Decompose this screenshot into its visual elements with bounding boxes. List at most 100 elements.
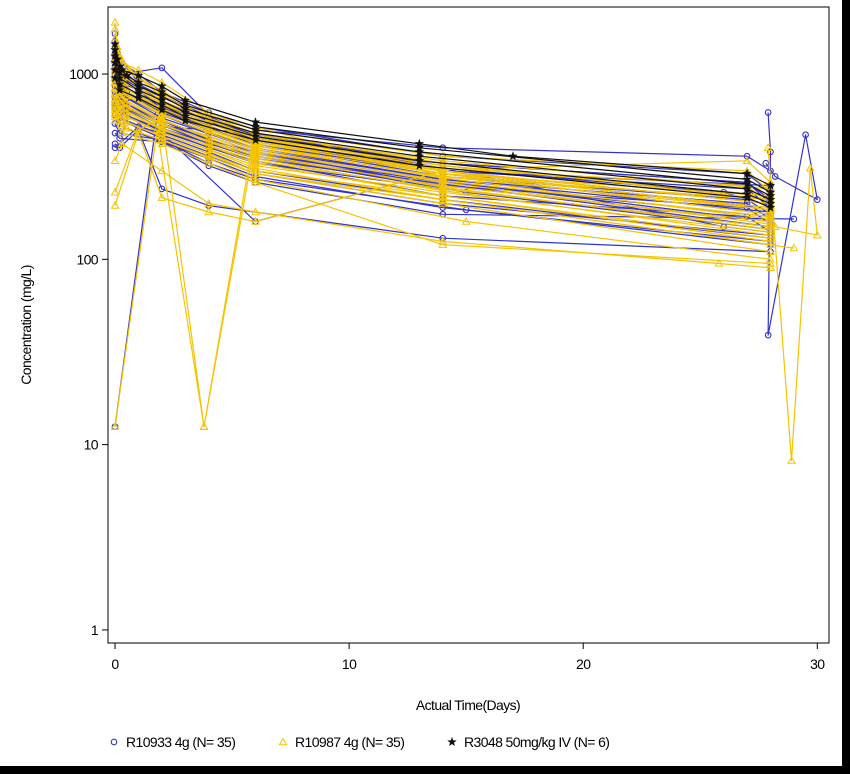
series-2-subject-line — [114, 129, 771, 428]
y-tick-label: 1000 — [69, 66, 99, 82]
series-3-point — [157, 104, 167, 115]
x-tick-label: 30 — [810, 656, 825, 672]
series-2-point — [763, 143, 773, 151]
series-2-point — [812, 230, 822, 239]
series-2-point — [204, 207, 214, 216]
series-2-point — [251, 207, 260, 216]
series-2-point — [122, 102, 132, 111]
series-3-point — [133, 93, 144, 103]
x-axis-label: Actual Time(Days) — [416, 697, 520, 713]
series-2-subject-line — [114, 120, 771, 265]
series-1-point — [762, 159, 770, 167]
plot-area-border — [107, 6, 830, 644]
series-2-point — [251, 216, 260, 225]
series-2-point — [251, 143, 260, 151]
series-2-point — [110, 116, 120, 124]
series-3-point — [742, 192, 752, 202]
series-2-point — [110, 94, 120, 103]
series-2-point — [766, 240, 775, 248]
series-2-point — [110, 200, 120, 209]
legend-label-2: R10987 4g (N= 35) — [295, 734, 404, 750]
series-2-subject-line — [114, 87, 771, 218]
series-2-point — [805, 163, 815, 172]
series-2-point — [152, 125, 162, 134]
y-tick-label: 1 — [91, 622, 99, 638]
legend-marker-3 — [447, 736, 457, 747]
series-1-point — [439, 204, 447, 212]
x-tick-label: 10 — [342, 656, 357, 672]
series-2-point — [204, 158, 214, 167]
series-2-point — [117, 139, 127, 148]
series-3-point — [765, 202, 776, 212]
series-2-subject-line — [114, 109, 771, 239]
series-2-subject-line — [114, 45, 771, 190]
series-2-point — [157, 116, 167, 124]
series-2-point — [766, 214, 775, 223]
series-1-point — [790, 215, 798, 223]
series-2-point — [251, 177, 260, 186]
series-2-point — [742, 156, 752, 165]
series-2-subject-line — [114, 143, 771, 269]
series-1-point — [158, 64, 166, 72]
series-2-point — [110, 422, 120, 430]
series-2-point — [766, 247, 775, 255]
series-2-point — [438, 198, 448, 207]
series-2-point — [438, 187, 448, 196]
series-2-point — [438, 236, 448, 245]
series-1 — [111, 30, 821, 431]
series-2-point — [110, 187, 120, 196]
series-2-point — [766, 263, 775, 272]
series-3-point — [110, 73, 120, 83]
x-tick-label: 0 — [111, 656, 119, 672]
legend: R10933 4g (N= 35) R10987 4g (N= 35) R3048 … — [110, 734, 610, 750]
series-2-point — [766, 254, 775, 263]
series-2-subject-line — [114, 93, 771, 223]
series-1-point — [764, 109, 772, 116]
series-2-point — [122, 63, 132, 72]
series-3-point — [414, 160, 425, 170]
series-2-subject-line — [114, 103, 771, 233]
series-2-point — [157, 139, 167, 148]
legend-label-1: R10933 4g (N= 35) — [126, 734, 235, 750]
series-1-point — [802, 131, 809, 139]
series-2-point — [251, 141, 260, 149]
series-2-point — [204, 198, 214, 207]
series-2-point — [122, 98, 132, 106]
series-1-point — [764, 331, 772, 339]
series-3 — [110, 39, 776, 212]
series-2-point — [714, 258, 724, 267]
series-2-point — [110, 156, 120, 165]
series-2-point — [157, 131, 167, 140]
series-2-point — [438, 191, 448, 200]
series-1-subject-line — [765, 112, 818, 336]
series-1-point — [771, 173, 779, 180]
series-2-point — [766, 258, 775, 267]
series-2-subject-line — [114, 99, 771, 228]
series-1-point — [743, 152, 751, 160]
series-2-point — [251, 147, 260, 156]
series-2-point — [770, 222, 780, 230]
series-2-point — [438, 195, 448, 203]
series-2-point — [199, 422, 209, 430]
series-2-point — [766, 216, 775, 225]
legend-marker-2 — [278, 737, 288, 746]
series-3-point — [508, 151, 518, 161]
series-2-point — [157, 193, 167, 201]
series-2-point — [438, 169, 448, 177]
series-2-point — [461, 216, 471, 225]
y-axis-label: Concentration (mg/L) — [18, 265, 34, 385]
series-3-point — [110, 57, 120, 67]
legend-marker-1 — [110, 738, 118, 746]
series-2-point — [122, 107, 132, 116]
series-2-subject-line — [114, 116, 771, 246]
series-2-point — [117, 128, 127, 137]
series-1-point — [813, 196, 821, 203]
series-1-point — [111, 144, 119, 152]
series-2-point — [157, 120, 167, 129]
series-3-point — [180, 115, 191, 125]
series-2-point — [438, 176, 448, 185]
series-2-point — [787, 455, 797, 464]
series-2-subject-line — [765, 147, 818, 462]
